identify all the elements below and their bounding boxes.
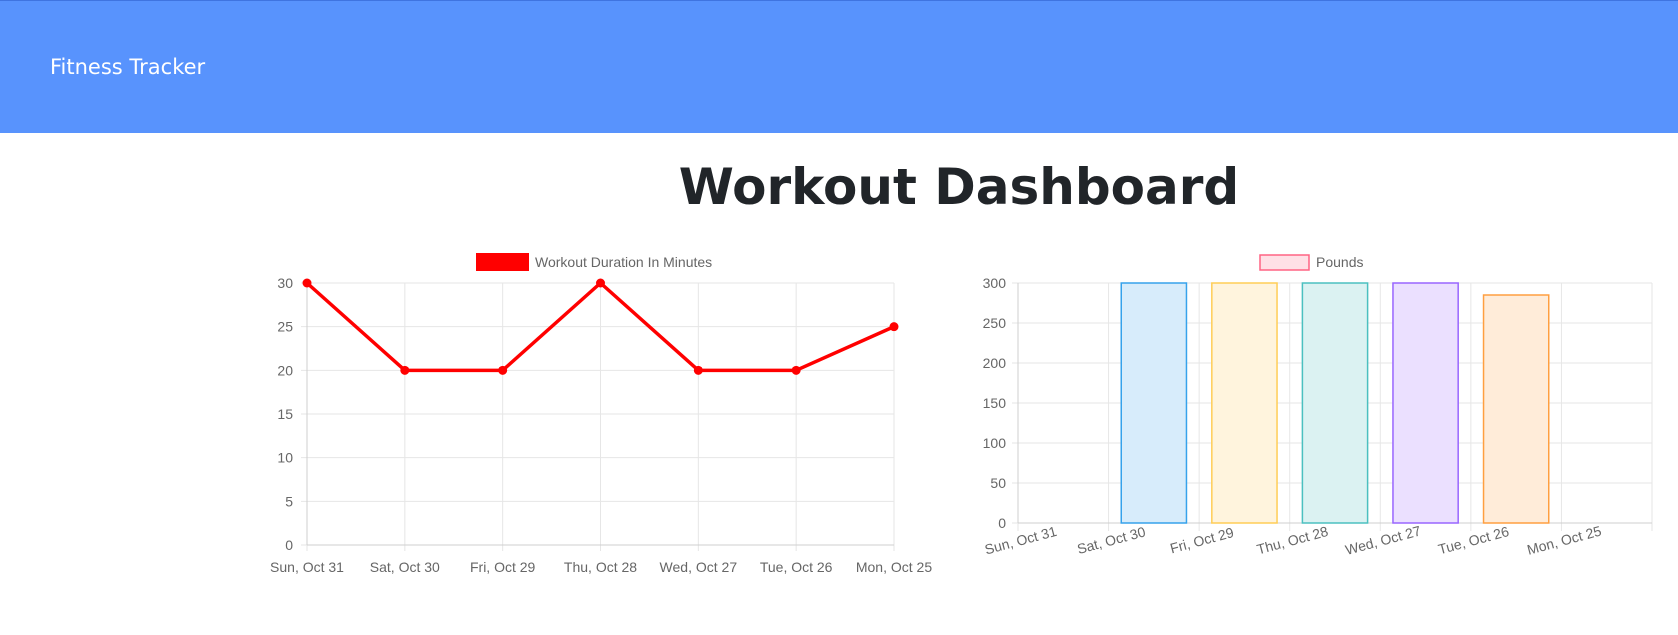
y-tick-label: 100 bbox=[983, 435, 1007, 451]
x-tick-label: Fri, Oct 29 bbox=[1168, 524, 1235, 556]
y-tick-label: 300 bbox=[983, 275, 1007, 291]
data-point bbox=[791, 365, 801, 375]
y-tick-label: 30 bbox=[277, 275, 293, 291]
navbar: Fitness Tracker bbox=[0, 0, 1678, 133]
x-tick-label: Sun, Oct 31 bbox=[983, 523, 1059, 558]
y-tick-label: 0 bbox=[285, 537, 293, 553]
x-tick-label: Mon, Oct 25 bbox=[856, 559, 932, 575]
legend-swatch bbox=[476, 253, 529, 271]
y-tick-label: 250 bbox=[983, 315, 1007, 331]
data-point bbox=[400, 365, 410, 375]
x-tick-label: Fri, Oct 29 bbox=[470, 559, 536, 575]
x-tick-label: Mon, Oct 25 bbox=[1525, 523, 1603, 558]
x-tick-label: Thu, Oct 28 bbox=[1255, 523, 1330, 557]
legend: Workout Duration In Minutes bbox=[476, 253, 712, 271]
data-point bbox=[693, 365, 703, 375]
data-point bbox=[889, 322, 899, 332]
y-tick-label: 200 bbox=[983, 355, 1007, 371]
data-point bbox=[498, 365, 508, 375]
legend-label: Workout Duration In Minutes bbox=[535, 254, 712, 270]
y-tick-label: 20 bbox=[277, 362, 293, 378]
x-tick-label: Sat, Oct 30 bbox=[1075, 523, 1147, 557]
bar bbox=[1392, 282, 1459, 524]
legend-label: Pounds bbox=[1316, 254, 1363, 270]
data-point bbox=[596, 278, 605, 288]
x-tick-label: Sun, Oct 31 bbox=[270, 559, 344, 575]
y-tick-label: 15 bbox=[277, 406, 293, 422]
brand-link[interactable]: Fitness Tracker bbox=[50, 55, 206, 79]
x-tick-label: Tue, Oct 26 bbox=[760, 559, 833, 575]
y-tick-label: 50 bbox=[990, 475, 1006, 491]
legend-swatch bbox=[1259, 254, 1310, 271]
x-tick-label: Wed, Oct 27 bbox=[1343, 522, 1422, 558]
data-point bbox=[302, 278, 312, 288]
y-tick-label: 150 bbox=[983, 395, 1007, 411]
x-tick-label: Sat, Oct 30 bbox=[370, 559, 440, 575]
legend: Pounds bbox=[1259, 254, 1363, 271]
bar bbox=[1482, 294, 1550, 524]
x-tick-label: Wed, Oct 27 bbox=[660, 559, 738, 575]
x-tick-label: Thu, Oct 28 bbox=[564, 559, 637, 575]
y-tick-label: 0 bbox=[998, 515, 1006, 531]
y-tick-label: 10 bbox=[277, 450, 293, 466]
x-tick-label: Tue, Oct 26 bbox=[1436, 523, 1510, 557]
y-tick-label: 25 bbox=[277, 319, 293, 335]
bar bbox=[1120, 282, 1188, 524]
bar bbox=[1211, 282, 1278, 524]
y-tick-label: 5 bbox=[285, 493, 293, 509]
page-title: Workout Dashboard bbox=[678, 158, 1240, 216]
bar bbox=[1301, 282, 1369, 524]
